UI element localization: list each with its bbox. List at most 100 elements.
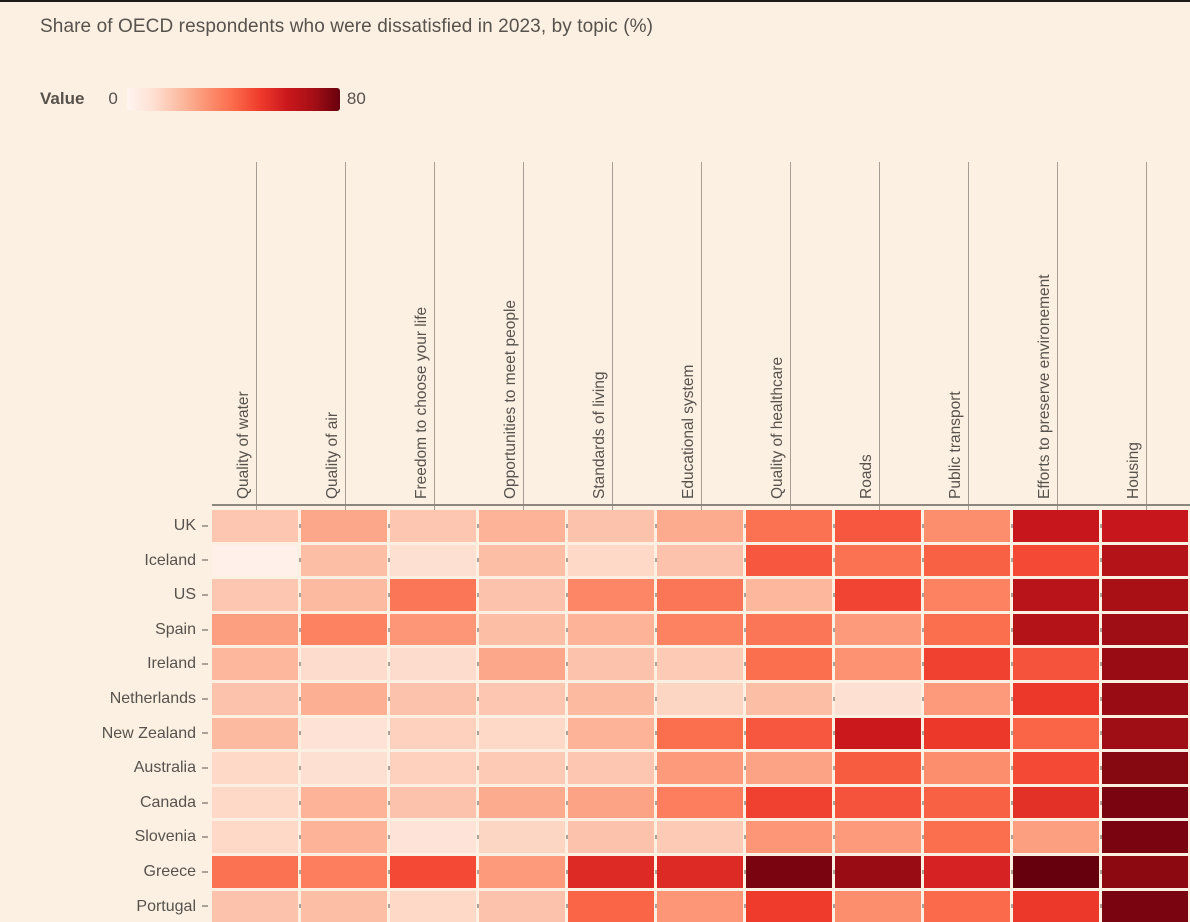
- heatmap-cell[interactable]: [301, 544, 390, 577]
- heatmap-cell[interactable]: [390, 648, 479, 680]
- heatmap-cell[interactable]: [657, 613, 746, 646]
- heatmap-cell[interactable]: [746, 544, 835, 577]
- heatmap-cell[interactable]: [746, 682, 835, 715]
- heatmap-cell[interactable]: [479, 613, 568, 646]
- heatmap-cell[interactable]: [390, 855, 479, 888]
- heatmap-cell[interactable]: [835, 613, 924, 646]
- heatmap-cell[interactable]: [657, 648, 746, 680]
- heatmap-cell[interactable]: [746, 613, 835, 646]
- heatmap-cell[interactable]: [746, 752, 835, 784]
- heatmap-cell[interactable]: [657, 752, 746, 784]
- heatmap-cell[interactable]: [1013, 821, 1102, 853]
- heatmap-cell[interactable]: [390, 717, 479, 750]
- heatmap-cell[interactable]: [657, 544, 746, 577]
- heatmap-cell[interactable]: [1102, 613, 1188, 646]
- heatmap-cell[interactable]: [568, 510, 657, 542]
- heatmap-cell[interactable]: [657, 579, 746, 611]
- heatmap-cell[interactable]: [390, 682, 479, 715]
- heatmap-cell[interactable]: [1013, 717, 1102, 750]
- heatmap-cell[interactable]: [835, 786, 924, 819]
- heatmap-cell[interactable]: [479, 510, 568, 542]
- heatmap-cell[interactable]: [301, 613, 390, 646]
- heatmap-cell[interactable]: [1102, 717, 1188, 750]
- heatmap-cell[interactable]: [479, 786, 568, 819]
- heatmap-cell[interactable]: [924, 682, 1013, 715]
- heatmap-cell[interactable]: [746, 717, 835, 750]
- heatmap-cell[interactable]: [568, 717, 657, 750]
- heatmap-cell[interactable]: [568, 786, 657, 819]
- heatmap-cell[interactable]: [301, 579, 390, 611]
- heatmap-cell[interactable]: [568, 544, 657, 577]
- heatmap-cell[interactable]: [568, 613, 657, 646]
- heatmap-cell[interactable]: [1102, 544, 1188, 577]
- heatmap-cell[interactable]: [479, 752, 568, 784]
- heatmap-cell[interactable]: [1013, 786, 1102, 819]
- heatmap-cell[interactable]: [924, 510, 1013, 542]
- heatmap-cell[interactable]: [746, 890, 835, 922]
- heatmap-cell[interactable]: [479, 821, 568, 853]
- heatmap-cell[interactable]: [390, 510, 479, 542]
- heatmap-cell[interactable]: [835, 890, 924, 922]
- heatmap-cell[interactable]: [568, 648, 657, 680]
- heatmap-cell[interactable]: [479, 648, 568, 680]
- heatmap-cell[interactable]: [479, 717, 568, 750]
- heatmap-cell[interactable]: [212, 579, 301, 611]
- heatmap-cell[interactable]: [1102, 821, 1188, 853]
- heatmap-cell[interactable]: [479, 890, 568, 922]
- heatmap-cell[interactable]: [924, 717, 1013, 750]
- heatmap-cell[interactable]: [212, 682, 301, 715]
- heatmap-cell[interactable]: [746, 821, 835, 853]
- heatmap-cell[interactable]: [746, 786, 835, 819]
- heatmap-cell[interactable]: [835, 579, 924, 611]
- heatmap-cell[interactable]: [835, 717, 924, 750]
- heatmap-cell[interactable]: [568, 579, 657, 611]
- heatmap-cell[interactable]: [212, 890, 301, 922]
- heatmap-cell[interactable]: [924, 579, 1013, 611]
- heatmap-cell[interactable]: [212, 821, 301, 853]
- heatmap-cell[interactable]: [835, 544, 924, 577]
- heatmap-cell[interactable]: [924, 890, 1013, 922]
- heatmap-cell[interactable]: [479, 579, 568, 611]
- heatmap-cell[interactable]: [390, 786, 479, 819]
- heatmap-cell[interactable]: [1102, 648, 1188, 680]
- heatmap-cell[interactable]: [924, 544, 1013, 577]
- heatmap-cell[interactable]: [1013, 648, 1102, 680]
- heatmap-cell[interactable]: [390, 613, 479, 646]
- heatmap-cell[interactable]: [924, 648, 1013, 680]
- heatmap-cell[interactable]: [835, 855, 924, 888]
- heatmap-cell[interactable]: [390, 821, 479, 853]
- heatmap-cell[interactable]: [568, 855, 657, 888]
- heatmap-cell[interactable]: [212, 855, 301, 888]
- heatmap-cell[interactable]: [924, 786, 1013, 819]
- heatmap-cell[interactable]: [1013, 752, 1102, 784]
- heatmap-cell[interactable]: [835, 821, 924, 853]
- heatmap-cell[interactable]: [1102, 752, 1188, 784]
- heatmap-cell[interactable]: [1102, 682, 1188, 715]
- heatmap-cell[interactable]: [1013, 855, 1102, 888]
- heatmap-cell[interactable]: [924, 821, 1013, 853]
- heatmap-cell[interactable]: [657, 510, 746, 542]
- heatmap-cell[interactable]: [1102, 890, 1188, 922]
- heatmap-cell[interactable]: [301, 855, 390, 888]
- heatmap-cell[interactable]: [924, 613, 1013, 646]
- heatmap-cell[interactable]: [212, 510, 301, 542]
- heatmap-cell[interactable]: [924, 855, 1013, 888]
- heatmap-cell[interactable]: [835, 648, 924, 680]
- heatmap-cell[interactable]: [212, 786, 301, 819]
- heatmap-cell[interactable]: [568, 821, 657, 853]
- heatmap-cell[interactable]: [212, 752, 301, 784]
- heatmap-cell[interactable]: [657, 855, 746, 888]
- heatmap-cell[interactable]: [212, 613, 301, 646]
- heatmap-cell[interactable]: [657, 821, 746, 853]
- heatmap-cell[interactable]: [212, 648, 301, 680]
- heatmap-cell[interactable]: [301, 786, 390, 819]
- heatmap-cell[interactable]: [479, 855, 568, 888]
- heatmap-cell[interactable]: [1013, 544, 1102, 577]
- heatmap-cell[interactable]: [212, 544, 301, 577]
- heatmap-cell[interactable]: [301, 752, 390, 784]
- heatmap-cell[interactable]: [568, 682, 657, 715]
- heatmap-cell[interactable]: [568, 890, 657, 922]
- heatmap-cell[interactable]: [301, 682, 390, 715]
- heatmap-cell[interactable]: [835, 510, 924, 542]
- heatmap-cell[interactable]: [390, 752, 479, 784]
